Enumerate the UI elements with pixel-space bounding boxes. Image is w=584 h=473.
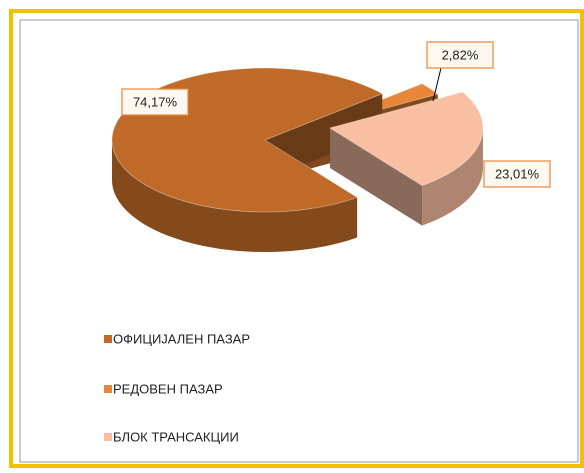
slice-wall — [422, 128, 483, 226]
data-label: 74,17% — [133, 94, 178, 109]
label-box — [483, 160, 551, 188]
legend-label: РЕДОВЕН ПАЗАР — [113, 381, 223, 396]
legend-label: ОФИЦИЈАЛЕН ПАЗАР — [113, 331, 250, 346]
legend-marker — [104, 433, 112, 441]
slice-wall-shade — [112, 140, 358, 252]
slice-side — [330, 128, 423, 226]
slice-wall — [112, 140, 358, 252]
legend-marker — [104, 335, 112, 343]
legend-label: БЛОК ТРАНСАКЦИИ — [113, 429, 239, 444]
slice-side-shade — [330, 128, 423, 226]
leader-line — [432, 67, 442, 102]
slice-wall-shade — [422, 128, 483, 226]
slice — [328, 91, 484, 187]
data-label: 23,01% — [495, 166, 540, 181]
label-box — [426, 41, 494, 69]
data-label: 2,82% — [442, 47, 479, 62]
legend-marker — [104, 385, 112, 393]
label-box — [121, 88, 189, 116]
